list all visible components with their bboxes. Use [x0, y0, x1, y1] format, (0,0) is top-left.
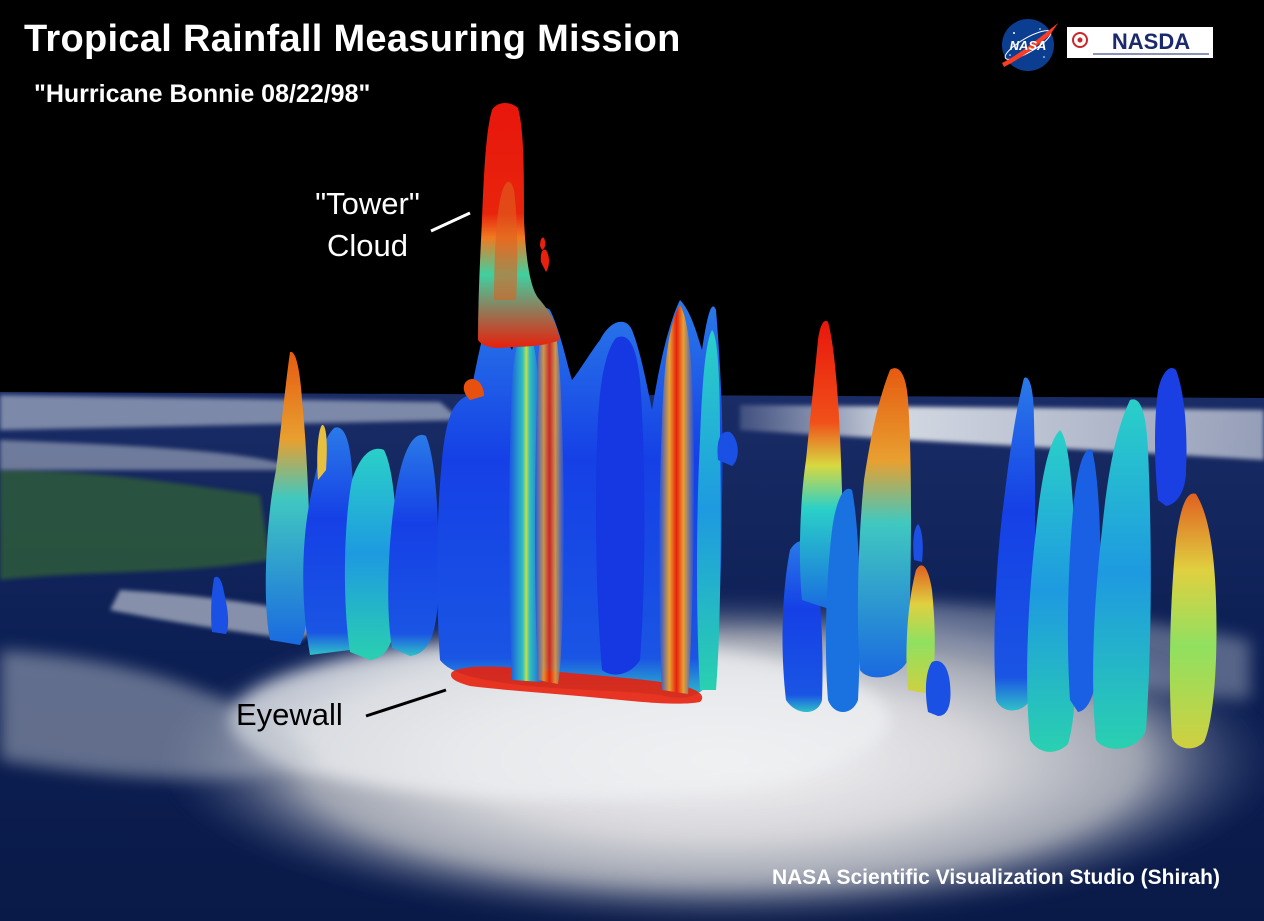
rain-column: [344, 448, 398, 660]
page-title: Tropical Rainfall Measuring Mission: [24, 18, 681, 60]
tower-pointer-line: [430, 211, 471, 233]
rain-column: [717, 431, 738, 466]
rain-column: [697, 330, 721, 690]
tower-fragment: [540, 249, 549, 272]
rain-column: [463, 378, 484, 400]
rain-column: [1027, 430, 1077, 752]
tower-label-line2: Cloud: [327, 228, 408, 263]
rain-columns: [211, 103, 1217, 752]
rain-column: [211, 576, 229, 634]
rain-column: [906, 565, 935, 694]
credit-text: NASA Scientific Visualization Studio (Sh…: [771, 866, 1220, 889]
eyewall-label: Eyewall: [236, 697, 343, 732]
nasda-logo: NASDA: [1067, 27, 1213, 58]
rain-column: [535, 317, 564, 684]
tower-label-line1: "Tower": [315, 186, 420, 221]
tower-cloud-core: [494, 181, 518, 300]
eyewall-pointer-line: [365, 688, 447, 718]
rain-column: [317, 424, 327, 480]
rain-column: [509, 330, 544, 682]
rain-column: [388, 434, 439, 656]
svg-text:NASA: NASA: [1010, 38, 1047, 53]
rain-column: [994, 377, 1036, 711]
rain-column: [1155, 368, 1187, 506]
rain-column: [857, 368, 911, 678]
page-subtitle: "Hurricane Bonnie 08/22/98": [34, 80, 371, 108]
rain-column: [265, 351, 311, 645]
rain-column: [1093, 399, 1151, 749]
eyewall-mass: [437, 300, 723, 698]
rain-column: [595, 336, 645, 675]
nasa-logo: NASA: [1002, 19, 1058, 71]
tower-cloud-label: "Tower" Cloud: [300, 183, 435, 267]
rain-column: [913, 524, 923, 562]
rain-column: [825, 488, 860, 712]
rain-column: [925, 660, 951, 716]
rain-column: [659, 305, 694, 694]
rain-column: [1067, 449, 1101, 712]
rain-column: [303, 427, 355, 655]
svg-text:NASDA: NASDA: [1112, 29, 1190, 54]
rain-column: [1169, 493, 1217, 749]
tower-fragment: [540, 237, 546, 250]
